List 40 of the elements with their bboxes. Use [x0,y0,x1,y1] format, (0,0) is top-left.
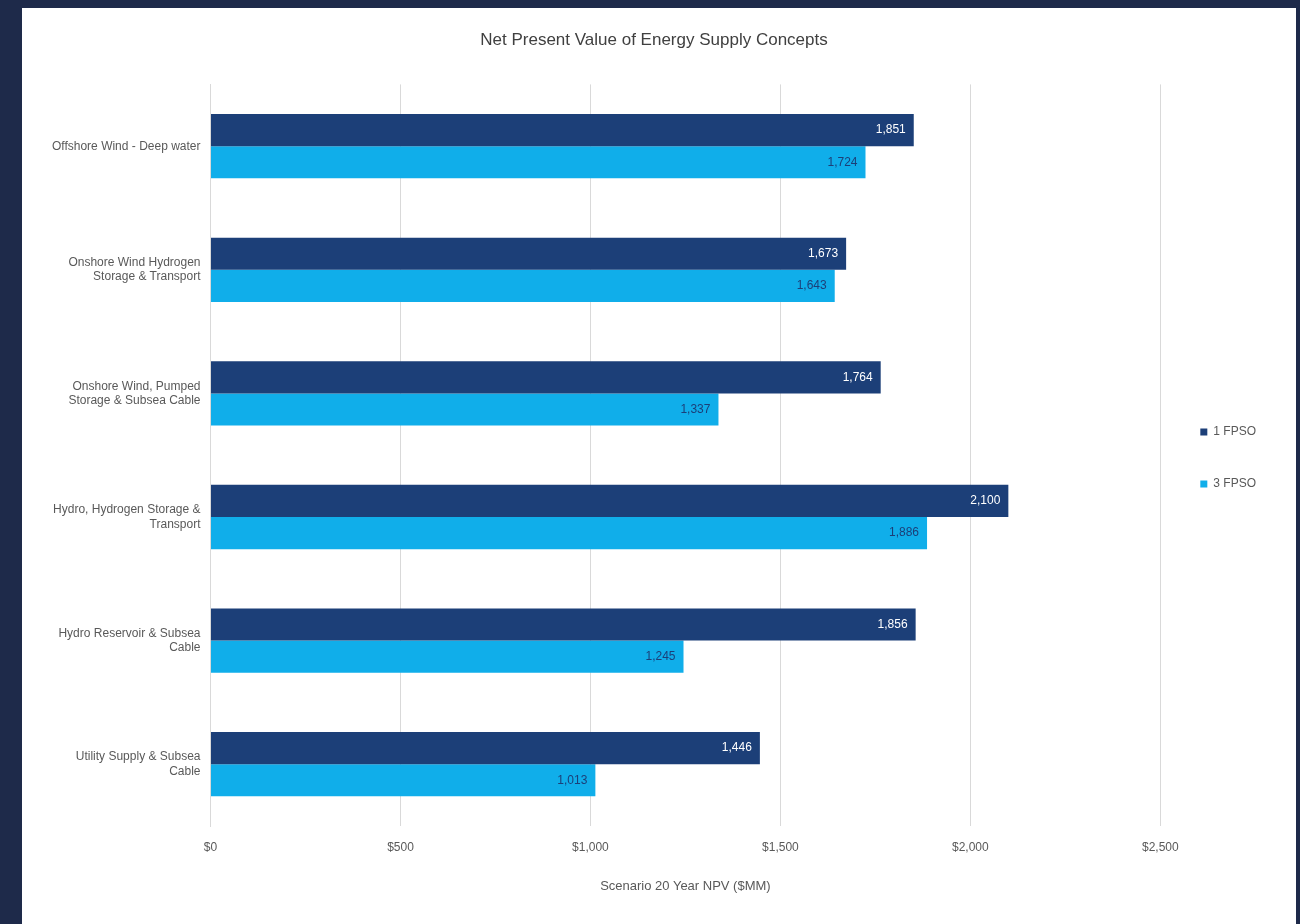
y-tick-label: Utility Supply & Subsea Cable [75,749,201,778]
y-tick-label: Onshore Wind, Pumped Storage & Subsea Cable [68,378,201,407]
data-label: 1,886 [889,525,920,540]
x-tick-label: $2,500 [1141,839,1179,854]
bar [211,361,881,394]
y-tick-label: Hydro, Hydrogen Storage & Transport [53,502,202,531]
legend-label: 1 FPSO [1213,424,1257,439]
bar [211,114,914,147]
data-label: 1,764 [842,369,874,384]
x-tick-label: $500 [387,839,415,854]
data-label: 1,643 [796,278,828,293]
data-label: 1,446 [721,740,753,755]
bar [211,393,719,426]
y-tick-label: Hydro Reservoir & Subsea Cable [58,625,201,655]
data-label: 1,724 [827,154,858,169]
bar [211,608,916,641]
x-axis-title: Scenario 20 Year NPV ($MM) [600,877,771,893]
bar [211,146,866,179]
bar [211,640,684,673]
data-label: 1,851 [875,122,907,137]
bar [211,732,760,765]
data-label: 2,100 [970,493,1001,508]
bar [211,484,1009,517]
x-tick-label: $1,000 [572,839,610,854]
x-tick-label: $2,000 [952,839,990,854]
x-tick-label: $1,500 [762,839,800,854]
bar [211,517,928,550]
data-label: 1,337 [680,401,711,416]
data-label: 1,245 [645,648,676,663]
legend-label: 3 FPSO [1213,476,1257,491]
x-tick-label: $0 [203,839,218,854]
chart-title: Net Present Value of Energy Supply Concepts [480,29,828,49]
data-label: 1,013 [557,772,588,787]
y-tick-label: Onshore Wind Hydrogen Storage & Transport [68,254,202,284]
bar [211,269,835,302]
data-label: 1,856 [877,616,908,631]
data-label: 1,673 [808,246,839,261]
bar [211,237,847,270]
y-tick-label: Offshore Wind - Deep water [51,138,201,153]
bar [211,764,596,797]
